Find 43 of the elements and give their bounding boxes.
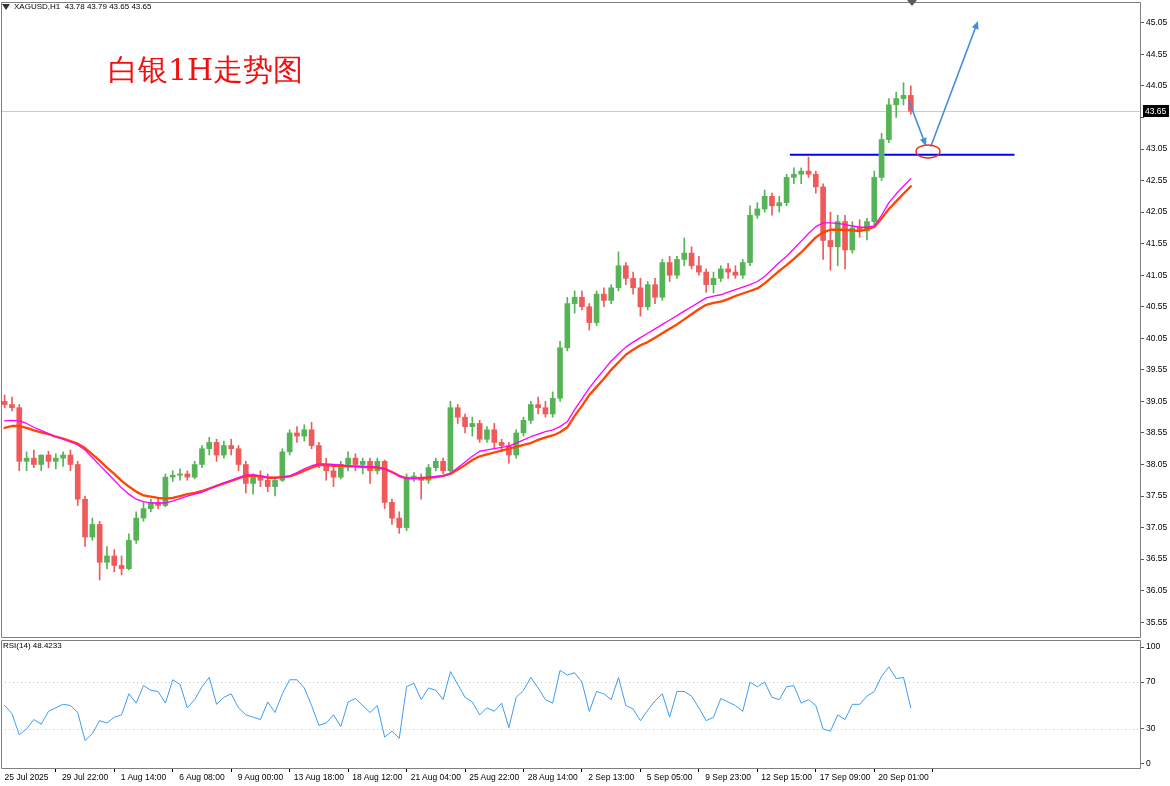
y-tick-label: 38.55 (1146, 427, 1168, 438)
x-tick-label: 28 Aug 14:00 (527, 772, 579, 783)
x-tick-label: 17 Sep 09:00 (819, 772, 871, 783)
y-tick-label: 44.55 (1146, 48, 1168, 59)
y-tick-label: 44.05 (1146, 80, 1168, 91)
annotation: XAGUSD,H1 43.78 43.79 43.65 43.65 (14, 2, 152, 12)
x-tick-label: 18 Aug 12:00 (352, 772, 403, 783)
y-tick-label: 36.55 (1146, 553, 1168, 564)
y-tick-label: 40.55 (1146, 301, 1168, 312)
x-tick-label: 6 Aug 08:00 (179, 772, 225, 783)
ref-line-label: 43.65 (1145, 105, 1167, 116)
y-tick-label: 40.05 (1146, 332, 1168, 343)
x-tick-label: 25 Aug 22:00 (469, 772, 520, 783)
y-tick-label: 39.55 (1146, 364, 1168, 375)
x-tick-label: 9 Sep 23:00 (705, 772, 752, 783)
y-tick-label: 70 (1146, 676, 1156, 687)
y-tick-label: 39.05 (1146, 395, 1168, 406)
y-tick-label: 37.55 (1146, 490, 1168, 501)
y-tick-label: 38.05 (1146, 458, 1168, 469)
x-tick-label: 13 Aug 18:00 (293, 772, 345, 783)
x-tick-label: 1 Aug 14:00 (120, 772, 167, 783)
chart-title: RSI(14) 48.4233 (3, 641, 63, 651)
y-tick-label: 35.55 (1146, 616, 1168, 627)
y-tick-label: 42.05 (1146, 206, 1168, 217)
y-tick-label: 42.55 (1146, 174, 1168, 185)
y-tick-label: 30 (1146, 723, 1156, 734)
y-tick-label: 36.05 (1146, 585, 1168, 596)
y-tick-label: 45.05 (1146, 17, 1168, 28)
x-tick-label: 20 Sep 01:00 (878, 772, 930, 783)
x-tick-label: 21 Aug 04:00 (410, 772, 462, 783)
x-tick-label: 25 Jul 2025 (4, 772, 49, 783)
x-tick-label: 9 Aug 00:00 (237, 772, 284, 783)
y-tick-label: 41.55 (1146, 238, 1168, 248)
y-tick-label: 37.05 (1146, 521, 1168, 532)
y-tick-label: 41.05 (1146, 269, 1168, 280)
y-tick-label: 43.05 (1146, 143, 1168, 154)
y-tick-label: 0 (1146, 758, 1151, 769)
x-tick-label: 5 Sep 05:00 (646, 772, 693, 783)
x-tick-label: 2 Sep 13:00 (588, 772, 635, 783)
x-tick-label: 12 Sep 15:00 (761, 772, 813, 783)
x-tick-label: 29 Jul 22:00 (61, 772, 109, 783)
y-tick-label: 100 (1146, 641, 1161, 652)
text: 白银1H走势图 (108, 51, 304, 87)
